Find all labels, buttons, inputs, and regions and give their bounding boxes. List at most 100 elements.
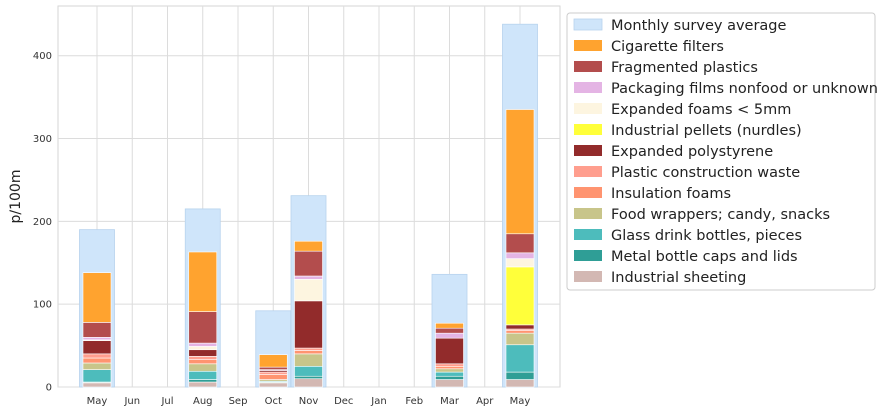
legend-label: Industrial sheeting bbox=[611, 270, 746, 286]
legend-label: Industrial pellets (nurdles) bbox=[611, 123, 802, 139]
y-axis-label: p/100m bbox=[8, 170, 24, 224]
y-tick-label: 400 bbox=[33, 51, 52, 62]
x-tick-label: May bbox=[87, 396, 108, 407]
bar-segment bbox=[188, 370, 218, 380]
bar-segment bbox=[82, 382, 112, 388]
bar-segment bbox=[294, 250, 323, 277]
x-tick-label: Dec bbox=[334, 396, 353, 407]
legend-swatch bbox=[574, 103, 602, 114]
bar-segment bbox=[505, 379, 535, 388]
bar-segment bbox=[188, 342, 218, 347]
legend-label: Insulation foams bbox=[611, 186, 731, 202]
bar-segment bbox=[435, 363, 464, 367]
x-tick-label: Jul bbox=[160, 396, 173, 407]
stacked-bars bbox=[82, 109, 535, 388]
bar-segment bbox=[435, 368, 464, 373]
axes: 0 100 200 300 400 May Jun Jul Aug Sep Oct Nov Dec Jan… bbox=[33, 51, 531, 407]
bar-segment bbox=[82, 362, 112, 370]
bar-segment bbox=[505, 258, 535, 268]
x-tick-label: May bbox=[510, 396, 531, 407]
bar-segment bbox=[294, 240, 323, 252]
bar-segment bbox=[505, 344, 535, 373]
bar-segment bbox=[258, 374, 288, 380]
bar-segment bbox=[188, 349, 218, 357]
legend-label: Food wrappers; candy, snacks bbox=[611, 207, 830, 223]
legend-label: Fragmented plastics bbox=[611, 60, 758, 76]
legend-label: Expanded foams < 5mm bbox=[611, 102, 791, 118]
x-tick-label: Mar bbox=[440, 396, 460, 407]
bar-segment bbox=[188, 363, 218, 372]
bar-segment bbox=[505, 252, 535, 259]
bar-segment bbox=[188, 356, 218, 360]
y-tick-label: 100 bbox=[33, 300, 52, 311]
bar-segment bbox=[188, 381, 218, 388]
bar-segment bbox=[258, 354, 288, 368]
bar-segment bbox=[82, 272, 112, 323]
bar-segment bbox=[294, 300, 323, 349]
legend-swatch bbox=[574, 145, 602, 156]
bar-segment bbox=[294, 365, 323, 377]
legend-swatch bbox=[574, 124, 602, 135]
legend: Monthly survey average Cigarette filters F… bbox=[566, 12, 878, 291]
legend-swatch bbox=[574, 229, 602, 240]
x-tick-label: Oct bbox=[265, 396, 282, 407]
bar-segment bbox=[435, 379, 464, 388]
bar-segment bbox=[505, 330, 535, 334]
legend-swatch bbox=[574, 271, 602, 282]
bar-segment bbox=[294, 275, 323, 280]
bar-segment bbox=[82, 357, 112, 364]
bar-segment bbox=[188, 359, 218, 365]
legend-frame bbox=[566, 12, 876, 291]
bar-segment bbox=[435, 332, 464, 339]
bar-segment bbox=[294, 347, 323, 351]
bar-segment bbox=[294, 378, 323, 388]
bar-segment bbox=[505, 324, 535, 330]
bar-segment bbox=[505, 371, 535, 380]
bar-segment bbox=[258, 366, 288, 370]
bar-segment bbox=[258, 382, 288, 388]
legend-swatch bbox=[574, 40, 602, 51]
y-tick-label: 200 bbox=[33, 217, 52, 228]
legend-label: Metal bottle caps and lids bbox=[611, 249, 798, 265]
bar-segment bbox=[82, 322, 112, 338]
bar-segment bbox=[505, 233, 535, 254]
y-tick-label: 300 bbox=[33, 134, 52, 145]
bar-segment bbox=[82, 353, 112, 359]
bar-segment bbox=[505, 332, 535, 346]
bar-segment bbox=[435, 337, 464, 365]
bar-segment bbox=[82, 369, 112, 383]
bar-segment bbox=[435, 327, 464, 334]
bar-segment bbox=[505, 266, 535, 326]
x-tick-label: Aug bbox=[193, 396, 213, 407]
x-tick-label: Sep bbox=[229, 396, 248, 407]
legend-label: Cigarette filters bbox=[611, 39, 724, 55]
legend-swatch bbox=[574, 250, 602, 261]
bar-segment bbox=[188, 251, 218, 312]
legend-label: Packaging films nonfood or unknown bbox=[611, 81, 878, 97]
legend-swatch bbox=[574, 61, 602, 72]
legend-swatch bbox=[574, 187, 602, 198]
legend-label: Monthly survey average bbox=[611, 18, 787, 34]
bar-segment bbox=[188, 346, 218, 351]
bar-segment bbox=[435, 322, 464, 329]
bar-segment bbox=[188, 379, 218, 383]
bar-segment bbox=[294, 353, 323, 367]
bar-segment bbox=[258, 371, 288, 375]
legend-label: Plastic construction waste bbox=[611, 165, 800, 181]
bar-segment bbox=[505, 109, 535, 235]
legend-label: Glass drink bottles, pieces bbox=[611, 228, 802, 244]
bar-segment bbox=[188, 311, 218, 344]
legend-label: Expanded polystyrene bbox=[611, 144, 773, 160]
x-tick-label: Nov bbox=[299, 396, 319, 407]
legend-swatch bbox=[574, 166, 602, 177]
x-tick-label: Apr bbox=[476, 396, 494, 407]
legend-swatch bbox=[573, 18, 603, 31]
bar-segment bbox=[82, 340, 112, 355]
bar-segment bbox=[82, 337, 112, 341]
x-tick-label: Jun bbox=[123, 396, 140, 407]
legend-swatch bbox=[574, 208, 602, 219]
y-tick-label: 0 bbox=[46, 383, 52, 394]
bar-segment bbox=[294, 350, 323, 355]
legend-swatch bbox=[574, 82, 602, 93]
